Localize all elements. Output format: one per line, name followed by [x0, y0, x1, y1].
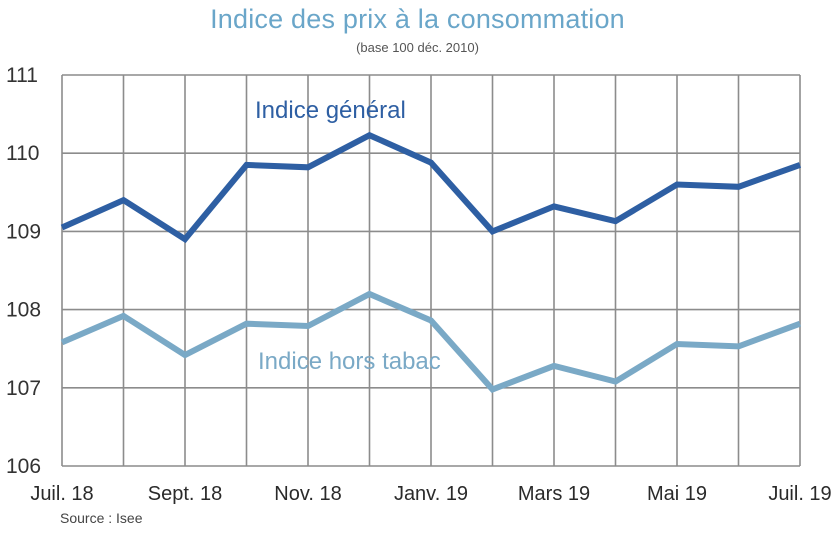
x-tick-label: Juil. 18	[30, 483, 93, 505]
series-label-0: Indice général	[255, 97, 406, 124]
x-tick-label: Sept. 18	[148, 483, 223, 505]
y-axis-ticks: 106 107 108 109 110 111	[6, 64, 41, 478]
series-group	[60, 131, 802, 393]
y-tick-label: 107	[6, 377, 41, 400]
y-tick-label: 110	[6, 142, 39, 165]
y-tick-label: 109	[6, 220, 41, 243]
x-axis-ticks: Juil. 18 Sept. 18 Nov. 18 Janv. 19 Mars 19 Ma…	[30, 483, 831, 505]
x-tick-label: Nov. 18	[274, 483, 341, 505]
x-tick-label: Juil. 19	[768, 483, 831, 505]
x-tick-label: Mars 19	[518, 483, 590, 505]
x-tick-label: Janv. 19	[394, 483, 468, 505]
series-labels: Indice général Indice hors tabac	[255, 97, 441, 375]
chart-subtitle: (base 100 déc. 2010)	[356, 40, 479, 55]
y-tick-label: 111	[6, 64, 38, 87]
source-note: Source : Isee	[60, 510, 143, 526]
series-label-1: Indice hors tabac	[258, 348, 441, 375]
y-tick-label: 108	[6, 299, 41, 322]
grid-lines	[61, 74, 801, 467]
x-tick-label: Mai 19	[647, 483, 707, 505]
y-tick-label: 106	[6, 455, 41, 478]
chart-title: Indice des prix à la consommation	[210, 4, 625, 34]
